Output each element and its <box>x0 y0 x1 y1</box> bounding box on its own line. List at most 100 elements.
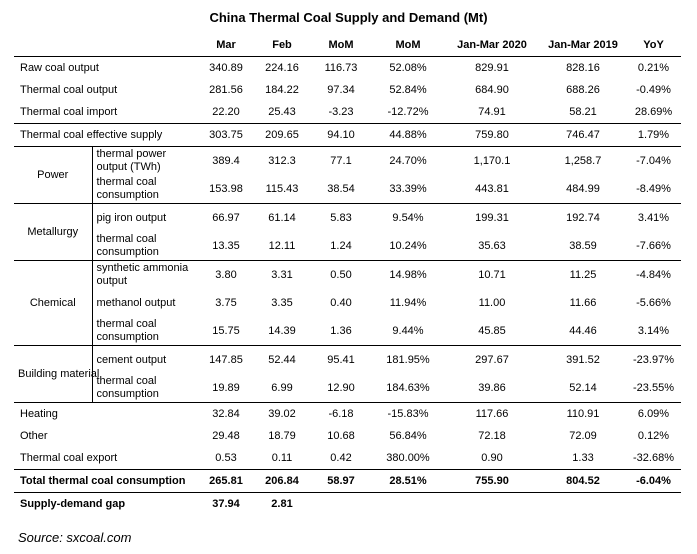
value-cell: 37.94 <box>212 498 240 510</box>
value-cell: 147.85 <box>209 354 243 366</box>
table-row: thermal coal consumption 13.35 12.11 1.24 10… <box>14 232 681 261</box>
value-cell: 759.80 <box>444 123 540 147</box>
value-cell: 11.94% <box>389 297 427 309</box>
row-label: thermal coal consumption <box>92 232 198 261</box>
value-cell: 18.79 <box>268 430 296 442</box>
value-cell: -4.84% <box>636 269 671 281</box>
table-row: Raw coal output 340.89 224.16 116.73 52.08% 8… <box>14 57 681 80</box>
value-cell: -32.68% <box>633 452 674 464</box>
value-cell: 1.36 <box>310 317 372 346</box>
value-cell: 29.48 <box>212 430 240 442</box>
table-row: Total thermal coal consumption 265.81 206.… <box>14 469 681 493</box>
value-cell: 77.1 <box>330 155 352 167</box>
table-row: Metallurgy pig iron output 66.97 61.14 5.83 9… <box>14 203 681 261</box>
value-cell: 94.10 <box>310 123 372 147</box>
value-cell: 45.85 <box>444 317 540 346</box>
value-cell: 33.39% <box>372 175 444 204</box>
row-label: synthetic ammonia output <box>96 262 189 287</box>
header-cell: MoM <box>372 34 444 57</box>
value-cell: 209.65 <box>254 123 310 147</box>
value-cell: 44.88% <box>372 123 444 147</box>
value-cell: 3.41% <box>637 212 670 224</box>
row-label: thermal power output (TWh) <box>96 148 167 173</box>
table-row: Building material cement output 147.85 52.4… <box>14 345 681 403</box>
value-cell: 1.24 <box>310 232 372 261</box>
value-cell: 0.12% <box>637 430 670 442</box>
group-label: Building material <box>14 345 99 403</box>
value-cell: 6.09% <box>637 408 670 420</box>
row-label: Thermal coal export <box>20 452 118 464</box>
value-cell: 14.39 <box>254 317 310 346</box>
value-cell: 0.21% <box>637 62 670 74</box>
value-cell: 97.34 <box>327 84 355 96</box>
value-cell <box>626 493 681 516</box>
value-cell: 28.51% <box>372 469 444 493</box>
group-label: Metallurgy <box>14 203 93 261</box>
value-cell: 380.00% <box>386 452 430 464</box>
value-cell: 0.50 <box>330 269 352 281</box>
value-cell: 0.53 <box>215 452 237 464</box>
value-cell: 110.91 <box>566 408 600 420</box>
value-cell: 389.4 <box>212 155 240 167</box>
value-cell: 443.81 <box>444 175 540 204</box>
value-cell: 303.75 <box>198 123 254 147</box>
value-cell: 56.84% <box>389 430 427 442</box>
value-cell: 14.98% <box>389 269 427 281</box>
value-cell: 1,258.7 <box>564 155 602 167</box>
row-label: Thermal coal import <box>20 106 118 118</box>
value-cell: 312.3 <box>268 155 296 167</box>
value-cell: 746.47 <box>540 123 626 147</box>
value-cell: 0.90 <box>481 452 503 464</box>
table-row: thermal coal consumption 19.89 6.99 12.90 18… <box>14 374 681 403</box>
table-row: Supply-demand gap 37.94 2.81 <box>14 493 681 516</box>
table-row: thermal coal consumption 153.98 115.43 38.5… <box>14 175 681 204</box>
value-cell: 10.24% <box>372 232 444 261</box>
table-row: Heating 32.84 39.02 -6.18 -15.83% 117.66 110.9… <box>14 403 681 426</box>
group-label: Power <box>14 146 93 204</box>
value-cell: -0.49% <box>636 84 671 96</box>
value-cell: 265.81 <box>198 469 254 493</box>
source-note: Source: sxcoal.com <box>18 530 132 545</box>
value-cell: 11.25 <box>569 269 597 281</box>
table-row: methanol output 3.75 3.35 0.40 11.94% 11.00 11… <box>14 289 681 317</box>
value-cell: 52.14 <box>540 374 626 403</box>
row-label: Thermal coal effective supply <box>14 123 198 147</box>
value-cell: 281.56 <box>209 84 243 96</box>
value-cell: 28.69% <box>634 106 673 118</box>
header-cell: Jan-Mar 2020 <box>444 34 540 57</box>
value-cell: 44.46 <box>540 317 626 346</box>
value-cell: 829.91 <box>475 62 509 74</box>
header-cell: MoM <box>310 34 372 57</box>
value-cell: 38.59 <box>540 232 626 261</box>
value-cell: -23.55% <box>626 374 681 403</box>
value-cell: 3.75 <box>215 297 237 309</box>
value-cell: 684.90 <box>475 84 509 96</box>
value-cell: 24.70% <box>389 155 427 167</box>
value-cell: 804.52 <box>540 469 626 493</box>
value-cell: 22.20 <box>212 106 240 118</box>
value-cell: 3.14% <box>626 317 681 346</box>
header-blank <box>14 34 198 57</box>
value-cell: 25.43 <box>268 106 296 118</box>
value-cell: 52.08% <box>389 62 427 74</box>
value-cell: 66.97 <box>212 212 240 224</box>
header-cell: YoY <box>626 34 681 57</box>
value-cell: 72.18 <box>478 430 506 442</box>
value-cell: 297.67 <box>475 354 509 366</box>
value-cell: 199.31 <box>475 212 509 224</box>
table-title: China Thermal Coal Supply and Demand (Mt… <box>209 10 488 25</box>
header-cell: Jan-Mar 2019 <box>540 34 626 57</box>
value-cell: 61.14 <box>268 212 296 224</box>
value-cell: -12.72% <box>387 106 429 118</box>
value-cell: 58.97 <box>310 469 372 493</box>
table-row: Thermal coal import 22.20 25.43 -3.23 -12.72… <box>14 101 681 124</box>
value-cell: 181.95% <box>386 354 430 366</box>
value-cell <box>310 493 372 516</box>
row-label: Heating <box>20 408 58 420</box>
value-cell: 117.66 <box>475 408 509 420</box>
row-label: methanol output <box>96 296 176 309</box>
value-cell: 0.11 <box>271 452 293 464</box>
value-cell: 115.43 <box>254 175 310 204</box>
value-cell: 10.71 <box>478 269 506 281</box>
value-cell: 39.02 <box>268 408 296 420</box>
